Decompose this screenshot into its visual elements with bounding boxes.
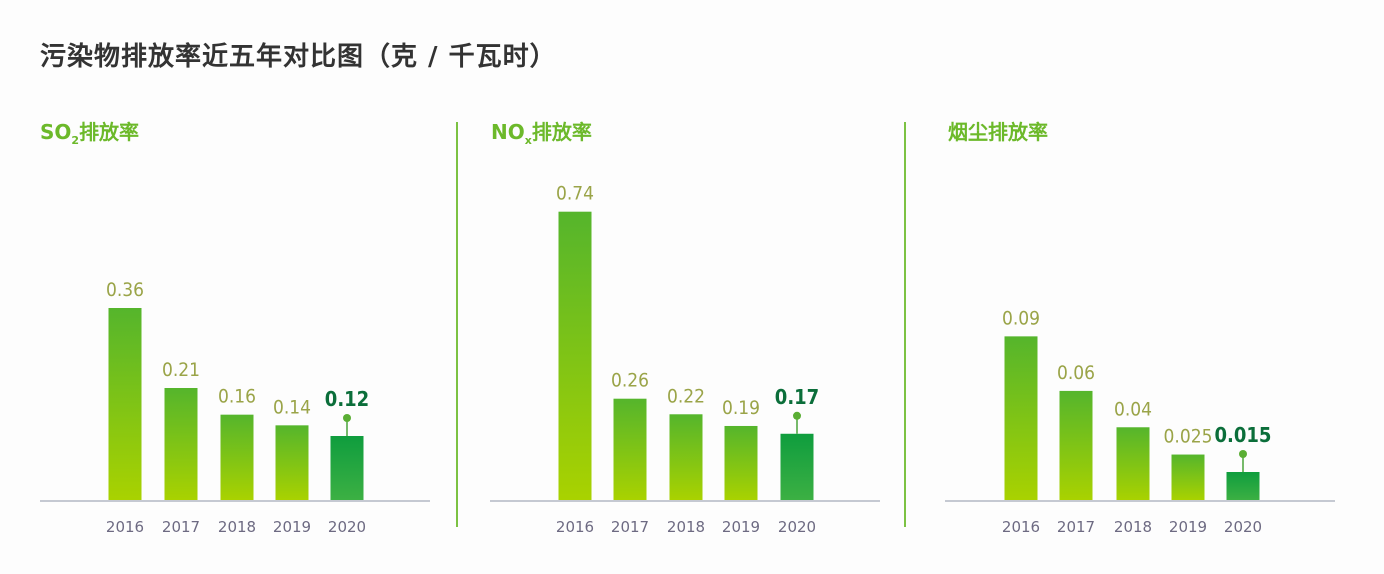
title-rest: 排放率 [79,120,140,144]
data-label: 0.025 [1164,426,1213,448]
data-label: 0.16 [218,386,256,408]
highlight-pin-dot [793,411,801,420]
x-tick-label: 2018 [1114,518,1152,536]
data-label: 0.17 [775,385,819,409]
page-title: 污染物排放率近五年对比图（克 / 千瓦时） [40,42,557,72]
bar-2018 [1116,427,1150,500]
x-tick-label: 2017 [1057,518,1095,536]
x-tick-label: 2016 [556,518,594,536]
divider [904,122,906,527]
data-label: 0.21 [162,359,200,381]
bar-2019 [275,425,309,500]
data-label: 0.14 [273,396,311,418]
bar-2020 [780,433,814,500]
data-label: 0.12 [325,387,369,411]
x-tick-label: 2019 [273,518,311,536]
nox-chart-title: NOx排放率 [491,116,592,147]
x-tick-label: 2016 [106,518,144,536]
x-tick-label: 2020 [328,518,366,536]
x-tick-label: 2018 [667,518,705,536]
x-tick-label: 2018 [218,518,256,536]
so2-chart-title: SO2排放率 [40,116,139,147]
title-subscript: 2 [71,134,80,147]
highlight-pin-dot [343,414,351,422]
bar-2017 [613,398,647,500]
x-tick-label: 2017 [611,518,649,536]
bar-2020 [1226,472,1260,500]
bar-2016 [108,308,142,500]
x-tick-label: 2016 [1002,518,1040,536]
divider [456,122,458,527]
bar-2017 [1059,390,1093,500]
bar-2016 [558,211,592,501]
data-label: 0.19 [722,397,760,419]
data-label: 0.26 [611,370,649,392]
x-tick-label: 2020 [1224,518,1262,536]
bar-2019 [724,425,758,500]
title-rest: 排放率 [531,120,592,144]
data-label: 0.74 [556,183,594,205]
title-main: SO [40,120,72,144]
data-label: 0.36 [106,279,144,301]
data-label: 0.015 [1215,423,1272,447]
bar-2019 [1171,454,1205,500]
x-tick-label: 2017 [162,518,200,536]
data-label: 0.09 [1002,307,1040,329]
data-label: 0.22 [667,385,705,407]
bar-2017 [164,388,198,500]
title-main: 烟尘排放率 [948,120,1048,144]
bar-2018 [220,414,254,500]
x-tick-label: 2019 [722,518,760,536]
title-main: NO [491,120,525,144]
highlight-pin-dot [1239,450,1247,458]
dust-chart-title: 烟尘排放率 [948,116,1048,147]
data-label: 0.04 [1114,398,1152,420]
x-tick-label: 2019 [1169,518,1207,536]
bar-2020 [330,436,364,500]
data-label: 0.06 [1057,362,1095,384]
bar-2018 [669,414,703,500]
bar-2016 [1004,336,1038,500]
title-subscript: x [524,134,532,147]
x-tick-label: 2020 [778,518,816,536]
